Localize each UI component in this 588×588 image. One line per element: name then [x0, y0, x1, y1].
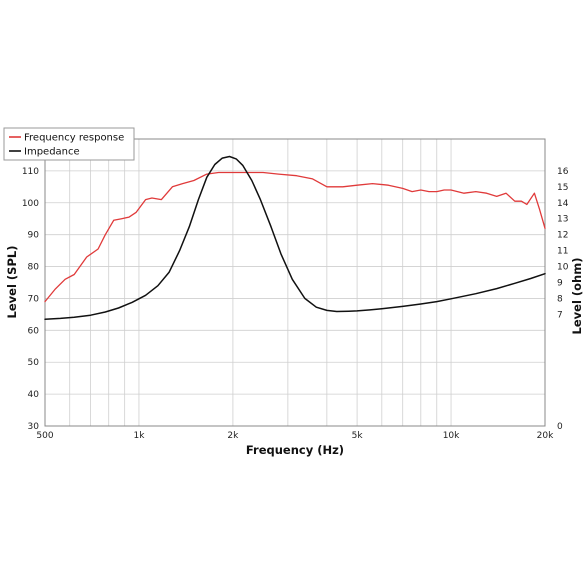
- y2-tick-label: 10: [557, 263, 569, 273]
- y-axis-title: Level (SPL): [5, 246, 19, 319]
- legend-box: [3, 127, 135, 161]
- series-lines: [44, 155, 546, 320]
- x-tick-label: 10k: [443, 431, 460, 441]
- legend-label-frequency-response: Frequency response: [24, 133, 124, 144]
- x-axis-title: Frequency (Hz): [246, 443, 344, 457]
- y-tick-label: 80: [28, 263, 40, 273]
- plot-area-frame: [44, 138, 546, 427]
- series-line-impedance: [44, 155, 546, 320]
- y-tick-label: 70: [28, 294, 40, 304]
- x-tick-label: 500: [36, 431, 53, 441]
- y2-tick-label: 0: [557, 422, 563, 432]
- legend-label-impedance: Impedance: [24, 147, 80, 158]
- y-tick-label: 100: [22, 199, 39, 209]
- y-tick-label: 110: [22, 167, 39, 177]
- tick-labels: 5001k2k5k10k20k3040506070809010011012007…: [22, 135, 569, 441]
- y-tick-label: 40: [28, 390, 40, 400]
- y-tick-label: 30: [28, 422, 40, 432]
- y2-tick-label: 16: [557, 167, 569, 177]
- y-tick-label: 50: [28, 358, 40, 368]
- x-tick-label: 20k: [537, 431, 554, 441]
- x-tick-label: 1k: [133, 431, 145, 441]
- y-tick-label: 90: [28, 231, 40, 241]
- x-tick-label: 5k: [352, 431, 364, 441]
- legend: Frequency response Impedance: [3, 127, 135, 161]
- x-tick-label: 2k: [227, 431, 239, 441]
- y-tick-label: 60: [28, 326, 40, 336]
- y2-tick-label: 14: [557, 199, 569, 209]
- y2-tick-label: 7: [557, 310, 563, 320]
- y2-tick-label: 8: [557, 294, 563, 304]
- y2-tick-label: 11: [557, 247, 568, 257]
- y2-axis-title: Level (ohm): [570, 258, 584, 335]
- y2-tick-label: 13: [557, 215, 568, 225]
- series-line-frequency-response: [44, 171, 546, 303]
- y2-tick-label: 15: [557, 183, 568, 193]
- grid: [44, 138, 546, 427]
- y2-tick-label: 9: [557, 279, 563, 289]
- y2-tick-label: 12: [557, 231, 568, 241]
